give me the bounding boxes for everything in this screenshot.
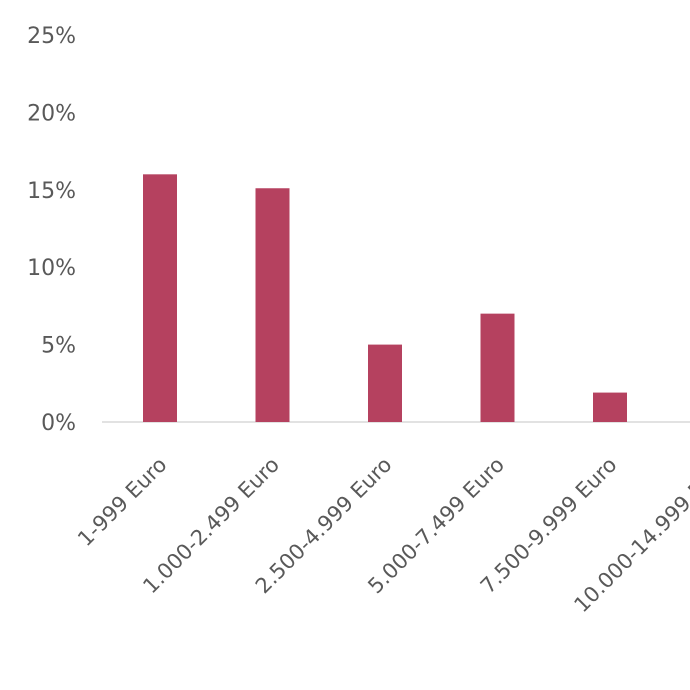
bar [368, 344, 402, 422]
bar [143, 174, 177, 422]
y-tick-label: 5% [41, 334, 76, 359]
bar [480, 313, 515, 422]
y-tick-label: 25% [27, 24, 76, 49]
y-tick-label: 15% [27, 179, 76, 204]
bar [255, 188, 290, 422]
y-tick-label: 20% [27, 101, 76, 126]
y-tick-label: 0% [41, 411, 76, 436]
bars [143, 174, 627, 422]
y-axis-tick-labels: 0% 5% 10% 15% 20% 25% [27, 24, 76, 436]
y-tick-label: 10% [27, 256, 76, 281]
x-tick-label: 1-999 Euro [73, 453, 171, 551]
bar [593, 392, 627, 422]
